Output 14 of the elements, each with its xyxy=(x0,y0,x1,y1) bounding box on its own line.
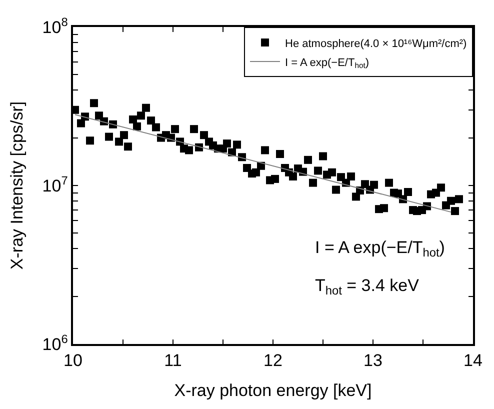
x-tick-label: 13 xyxy=(364,351,382,370)
x-tick-label: 11 xyxy=(164,351,182,370)
x-axis-title: X-ray photon energy [keV] xyxy=(174,381,372,400)
legend-label: He atmosphere(4.0 × 10¹⁶Wμm²/cm²) xyxy=(285,38,467,50)
x-tick-label: 10 xyxy=(64,351,82,370)
annotation: I = A exp(−E/T$_{hot}$) xyxy=(315,238,445,260)
x-tick-label: 12 xyxy=(264,351,282,370)
x-tick-label: 14 xyxy=(464,351,482,370)
y-tick-label: 10$^{6}$ xyxy=(42,332,68,354)
y-tick-label: 10$^{7}$ xyxy=(42,173,68,196)
y-tick-label: 10$^{8}$ xyxy=(42,14,68,37)
y-axis-title: X-ray Intensity [cps/sr] xyxy=(7,101,26,270)
legend-label: I = A exp(−E/T$_{hot}$) xyxy=(285,56,370,70)
annotation: T$_{hot}$ = 3.4 keV xyxy=(315,276,420,298)
